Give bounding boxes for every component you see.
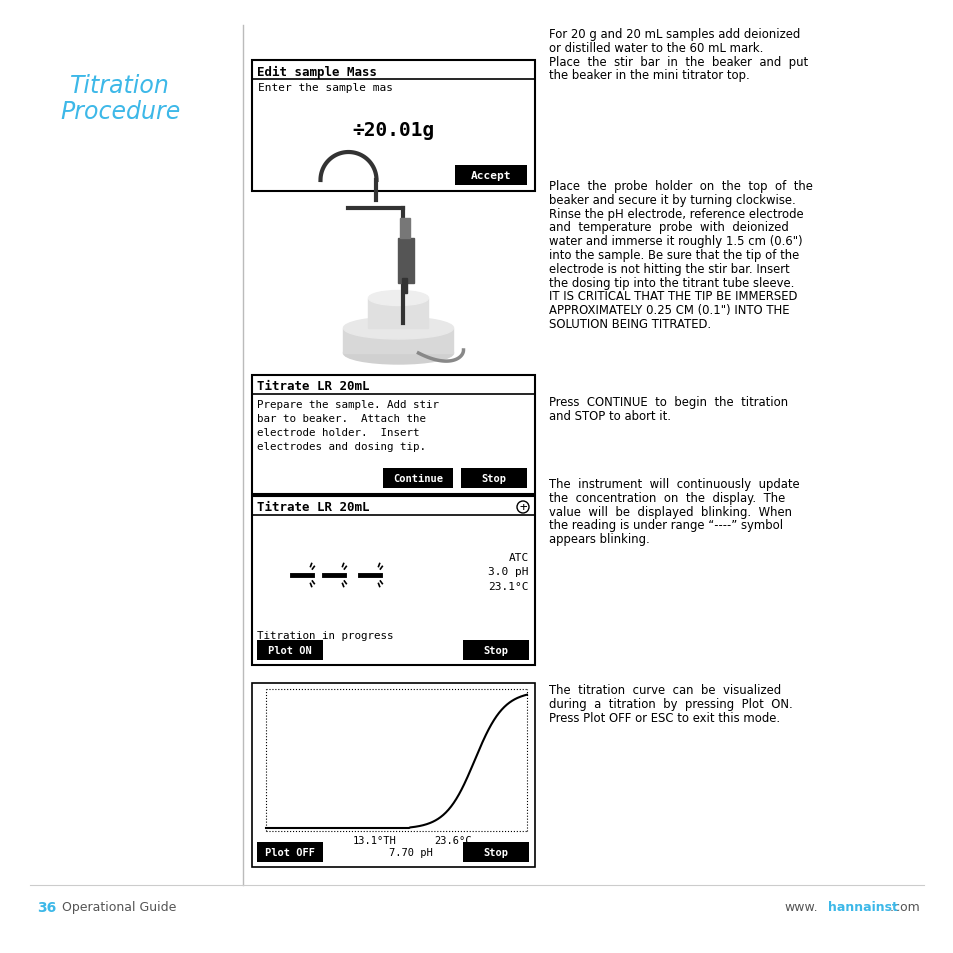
Text: bar to beaker.  Attach the: bar to beaker. Attach the xyxy=(256,414,426,423)
Text: 3.0 pH: 3.0 pH xyxy=(488,566,529,577)
Text: ÷20.01g: ÷20.01g xyxy=(352,120,435,139)
Text: Press Plot OFF or ESC to exit this mode.: Press Plot OFF or ESC to exit this mode. xyxy=(548,711,780,724)
Text: the reading is under range “----” symbol: the reading is under range “----” symbol xyxy=(548,518,782,532)
Text: Rinse the pH electrode, reference electrode: Rinse the pH electrode, reference electr… xyxy=(548,208,802,220)
Bar xyxy=(400,219,410,239)
Text: Continue: Continue xyxy=(393,474,442,483)
Text: the  concentration  on  the  display.  The: the concentration on the display. The xyxy=(548,492,784,504)
Text: APPROXIMATELY 0.25 CM (0.1") INTO THE: APPROXIMATELY 0.25 CM (0.1") INTO THE xyxy=(548,304,789,316)
Bar xyxy=(256,842,323,862)
Bar xyxy=(256,640,323,660)
Bar xyxy=(252,61,535,192)
Bar xyxy=(398,239,414,284)
Bar xyxy=(462,842,529,862)
Text: during  a  titration  by  pressing  Plot  ON.: during a titration by pressing Plot ON. xyxy=(548,697,792,710)
Bar xyxy=(252,497,535,665)
Text: Stop: Stop xyxy=(483,645,508,656)
Text: or distilled water to the 60 mL mark.: or distilled water to the 60 mL mark. xyxy=(548,42,762,54)
Text: Plot OFF: Plot OFF xyxy=(265,847,314,857)
Text: The  titration  curve  can  be  visualized: The titration curve can be visualized xyxy=(548,683,781,697)
Text: Operational Guide: Operational Guide xyxy=(62,901,176,914)
Text: Stop: Stop xyxy=(483,847,508,857)
Bar xyxy=(460,469,526,489)
Text: water and immerse it roughly 1.5 cm (0.6"): water and immerse it roughly 1.5 cm (0.6… xyxy=(548,235,801,248)
Text: Enter the sample mas: Enter the sample mas xyxy=(257,83,393,92)
Text: into the sample. Be sure that the tip of the: into the sample. Be sure that the tip of… xyxy=(548,249,799,262)
Text: www.: www. xyxy=(783,901,817,914)
Text: Stop: Stop xyxy=(481,474,506,483)
Text: appears blinking.: appears blinking. xyxy=(548,533,649,546)
Text: Place  the  stir  bar  in  the  beaker  and  put: Place the stir bar in the beaker and put xyxy=(548,55,807,69)
Text: Accept: Accept xyxy=(470,171,511,181)
Text: Edit sample Mass: Edit sample Mass xyxy=(256,66,376,78)
Text: Place  the  probe  holder  on  the  top  of  the: Place the probe holder on the top of the xyxy=(548,180,812,193)
Ellipse shape xyxy=(368,292,428,306)
Text: .com: .com xyxy=(888,901,919,914)
Bar xyxy=(368,298,428,329)
Text: 23.1°C: 23.1°C xyxy=(488,581,529,592)
Text: 7.70 pH: 7.70 pH xyxy=(389,847,433,857)
Text: For 20 g and 20 mL samples add deionized: For 20 g and 20 mL samples add deionized xyxy=(548,28,800,41)
Text: The  instrument  will  continuously  update: The instrument will continuously update xyxy=(548,477,799,491)
Text: value  will  be  displayed  blinking.  When: value will be displayed blinking. When xyxy=(548,505,791,518)
Bar xyxy=(382,469,453,489)
Text: and  temperature  probe  with  deionized: and temperature probe with deionized xyxy=(548,221,788,234)
Text: and STOP to abort it.: and STOP to abort it. xyxy=(548,410,670,422)
Bar xyxy=(455,166,526,186)
Text: Procedure: Procedure xyxy=(60,100,180,124)
Text: SOLUTION BEING TITRATED.: SOLUTION BEING TITRATED. xyxy=(548,317,710,331)
Text: Press  CONTINUE  to  begin  the  titration: Press CONTINUE to begin the titration xyxy=(548,395,787,409)
Text: Plot ON: Plot ON xyxy=(268,645,312,656)
Text: Titration in progress: Titration in progress xyxy=(256,630,393,640)
Bar xyxy=(402,278,407,294)
Text: IT IS CRITICAL THAT THE TIP BE IMMERSED: IT IS CRITICAL THAT THE TIP BE IMMERSED xyxy=(548,290,797,303)
Text: Titration: Titration xyxy=(70,74,170,98)
Text: 13.1°TH: 13.1°TH xyxy=(353,835,396,845)
Text: electrode is not hitting the stir bar. Insert: electrode is not hitting the stir bar. I… xyxy=(548,262,789,275)
Text: +: + xyxy=(518,501,526,514)
Ellipse shape xyxy=(343,317,453,339)
Text: ATC: ATC xyxy=(508,553,529,562)
Text: Prepare the sample. Add stir: Prepare the sample. Add stir xyxy=(256,399,438,410)
Text: the beaker in the mini titrator top.: the beaker in the mini titrator top. xyxy=(548,70,749,82)
Ellipse shape xyxy=(343,343,453,365)
Text: 23.6°C: 23.6°C xyxy=(434,835,471,845)
Text: Titrate LR 20mL: Titrate LR 20mL xyxy=(256,501,369,514)
Text: the dosing tip into the titrant tube sleeve.: the dosing tip into the titrant tube sle… xyxy=(548,276,794,290)
Bar xyxy=(462,640,529,660)
Text: electrodes and dosing tip.: electrodes and dosing tip. xyxy=(256,441,426,452)
Text: electrode holder.  Insert: electrode holder. Insert xyxy=(256,428,419,437)
Text: Titrate LR 20mL: Titrate LR 20mL xyxy=(256,380,369,393)
Text: beaker and secure it by turning clockwise.: beaker and secure it by turning clockwis… xyxy=(548,193,795,207)
Text: hannainst: hannainst xyxy=(827,901,897,914)
Bar xyxy=(343,329,453,354)
Text: 36: 36 xyxy=(37,900,56,914)
Bar xyxy=(252,683,535,867)
Bar xyxy=(252,375,535,495)
